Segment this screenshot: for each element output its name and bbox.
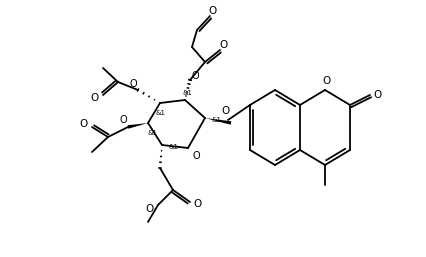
Text: O: O bbox=[373, 90, 381, 100]
Text: O: O bbox=[129, 79, 136, 89]
Text: O: O bbox=[80, 119, 88, 129]
Text: O: O bbox=[146, 204, 154, 214]
Text: &1: &1 bbox=[211, 117, 222, 123]
Text: O: O bbox=[222, 106, 230, 116]
Text: &1: &1 bbox=[155, 110, 166, 116]
Polygon shape bbox=[204, 118, 231, 125]
Text: O: O bbox=[91, 93, 99, 103]
Text: &1: &1 bbox=[148, 130, 158, 136]
Text: O: O bbox=[193, 199, 201, 209]
Text: &1: &1 bbox=[169, 144, 178, 150]
Text: O: O bbox=[192, 151, 199, 161]
Polygon shape bbox=[127, 123, 148, 129]
Text: O: O bbox=[219, 40, 227, 50]
Text: &1: &1 bbox=[183, 90, 193, 96]
Text: O: O bbox=[322, 76, 330, 86]
Text: O: O bbox=[208, 6, 216, 16]
Text: O: O bbox=[119, 115, 127, 125]
Text: O: O bbox=[191, 71, 199, 81]
